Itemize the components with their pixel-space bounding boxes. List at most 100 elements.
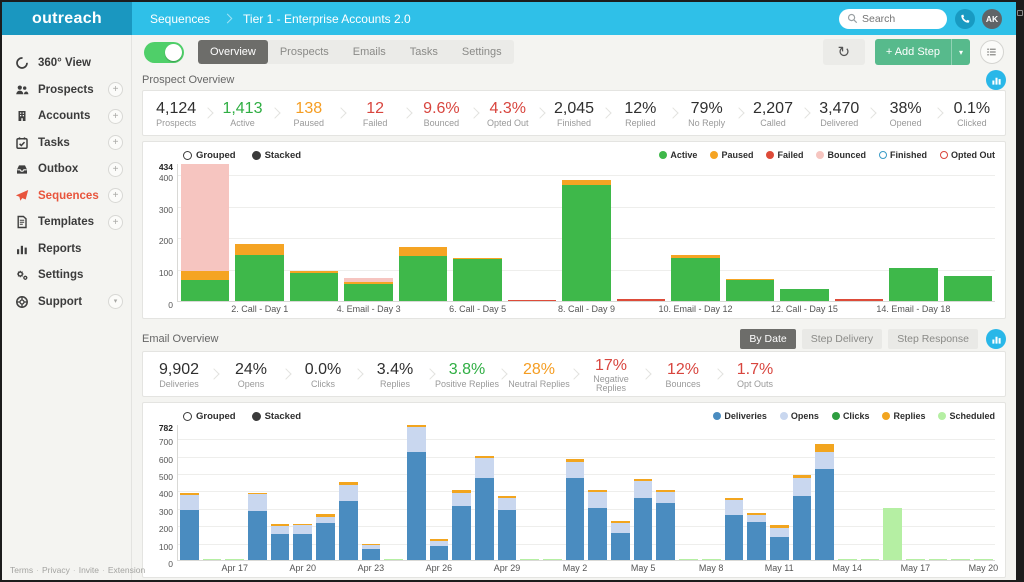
email-chart-legend: Deliveries Opens Clicks Replies Scheduled xyxy=(700,411,995,421)
add-step-caret-icon[interactable]: ▾ xyxy=(958,47,963,57)
legend-item-paused[interactable]: Paused xyxy=(710,150,753,160)
stat-label: Positive Replies xyxy=(435,379,500,389)
sidebar-item-360-view[interactable]: 360° View xyxy=(2,50,131,77)
legend-item-replies[interactable]: Replies xyxy=(882,411,925,421)
bar-segment-replies xyxy=(452,489,471,493)
calendar-check-icon xyxy=(15,136,30,150)
bar-segment-deliveries xyxy=(474,478,494,560)
bar-segment-deliveries xyxy=(747,521,766,560)
sidebar-item-prospects[interactable]: Prospects + xyxy=(2,77,131,104)
bar-segment-opens xyxy=(656,492,676,503)
legend-item-clicks[interactable]: Clicks xyxy=(831,411,869,421)
x-axis-label: 6. Call - Day 5 xyxy=(449,304,507,314)
sidebar-item-support[interactable]: Support ▾ xyxy=(2,289,131,316)
sidebar-add-button[interactable]: + xyxy=(108,214,123,230)
stat-delivered: 3,470 Delivered xyxy=(806,91,872,135)
footer-link-extension[interactable]: Extension xyxy=(107,565,146,575)
sequence-enabled-toggle[interactable] xyxy=(144,41,184,63)
bar-segment-opens xyxy=(248,494,267,511)
bar-segment-deliveries xyxy=(293,533,313,560)
email-chart-toggle-button[interactable] xyxy=(986,329,1006,349)
sidebar-add-button[interactable]: + xyxy=(108,82,123,98)
add-step-button[interactable]: + Add Step ▾ xyxy=(874,39,970,65)
bar-segment-paused xyxy=(344,281,393,284)
gridline xyxy=(178,526,995,528)
footer-link-privacy[interactable]: Privacy xyxy=(41,565,70,575)
stacked-radio[interactable]: Stacked xyxy=(251,411,301,422)
x-axis-label: May 5 xyxy=(630,563,656,573)
prospect-chart-toggle-button[interactable] xyxy=(986,70,1006,90)
view-button-step-response[interactable]: Step Response xyxy=(888,329,978,349)
sidebar-caret-button[interactable]: ▾ xyxy=(108,294,123,310)
bar-segment-scheduled xyxy=(543,559,562,560)
sidebar-item-outbox[interactable]: Outbox + xyxy=(2,156,131,183)
stat-value: 38% xyxy=(889,100,922,117)
bar-segment-deliveries xyxy=(565,478,585,560)
legend-item-opted-out[interactable]: Opted Out xyxy=(940,150,995,160)
view-button-by-date[interactable]: By Date xyxy=(740,329,796,349)
legend-item-bounced[interactable]: Bounced xyxy=(816,150,866,160)
y-axis-label: 600 xyxy=(158,454,173,465)
stat-value: 79% xyxy=(690,100,723,117)
sidebar-item-settings[interactable]: Settings xyxy=(2,262,131,289)
bar-segment-deliveries xyxy=(611,533,630,560)
sequence-toolbar: Overview Prospects Emails Tasks Settings ↻ +… xyxy=(132,35,1016,69)
bar-segment-replies xyxy=(474,455,494,458)
phone-button[interactable] xyxy=(955,8,975,29)
stacked-radio[interactable]: Stacked xyxy=(251,150,301,161)
legend-item-scheduled[interactable]: Scheduled xyxy=(938,411,995,421)
tab-tasks[interactable]: Tasks xyxy=(409,46,438,58)
sidebar-add-button[interactable]: + xyxy=(108,135,123,151)
stat-opened: 38% Opened xyxy=(872,91,938,135)
legend-item-deliveries[interactable]: Deliveries xyxy=(713,411,767,421)
footer-link-invite[interactable]: Invite xyxy=(78,565,100,575)
bar xyxy=(181,163,230,301)
x-axis-label: 14. Email - Day 18 xyxy=(876,304,951,314)
bar-segment-paused xyxy=(725,279,775,281)
list-view-button[interactable] xyxy=(980,40,1004,64)
bar-segment-replies xyxy=(338,482,358,485)
gridline xyxy=(178,439,995,441)
legend-item-finished[interactable]: Finished xyxy=(878,150,927,160)
tab-emails[interactable]: Emails xyxy=(352,46,386,58)
legend-item-failed[interactable]: Failed xyxy=(766,150,803,160)
legend-item-opens[interactable]: Opens xyxy=(779,411,819,421)
view-button-step-delivery[interactable]: Step Delivery xyxy=(801,329,883,349)
edge-grid-icon[interactable] xyxy=(1017,10,1023,16)
sidebar-add-button[interactable]: + xyxy=(108,188,123,204)
stat-label: No Reply xyxy=(688,118,726,128)
grouped-radio[interactable]: Grouped xyxy=(183,150,236,161)
avatar[interactable]: AK xyxy=(982,8,1002,29)
sidebar-add-button[interactable]: + xyxy=(108,161,123,177)
building-icon xyxy=(15,109,30,123)
stat-negative-replies: 17% Negative Replies xyxy=(575,352,647,396)
sidebar-add-button[interactable]: + xyxy=(108,108,123,124)
bar xyxy=(406,425,426,560)
refresh-button[interactable]: ↻ xyxy=(822,39,865,65)
tab-overview[interactable]: Overview xyxy=(198,40,268,64)
bar-segment-opens xyxy=(792,478,812,496)
grouped-radio[interactable]: Grouped xyxy=(183,411,236,422)
logo[interactable]: outreach xyxy=(2,2,132,35)
stat-value: 12 xyxy=(366,100,384,117)
bars-area: Apr 17 Apr 20 Apr 23 Apr 26 Apr 29 May 2 May 5… xyxy=(178,425,998,573)
sidebar-item-tasks[interactable]: Tasks + xyxy=(2,130,131,157)
sidebar-item-reports[interactable]: Reports xyxy=(2,236,131,263)
stat-value: 12% xyxy=(624,100,657,117)
prospect-overview-title: Prospect Overview xyxy=(142,74,235,86)
sidebar-item-accounts[interactable]: Accounts + xyxy=(2,103,131,130)
sidebar-item-templates[interactable]: Templates + xyxy=(2,209,131,236)
footer-link-terms[interactable]: Terms xyxy=(10,565,34,575)
sidebar-item-sequences[interactable]: Sequences + xyxy=(2,183,131,210)
bar-segment-scheduled xyxy=(951,559,971,560)
toolbar-right: ↻ + Add Step ▾ xyxy=(822,39,1004,65)
bar: May 5 xyxy=(631,425,655,573)
tab-settings[interactable]: Settings xyxy=(461,46,502,58)
tab-prospects[interactable]: Prospects xyxy=(279,46,329,58)
email-stats-card: 9,902 Deliveries 24% Opens 0.0% Clicks 3.4% Rep… xyxy=(142,351,1006,397)
nav-section-sequences[interactable]: Sequences xyxy=(150,11,211,26)
gridline xyxy=(178,543,995,545)
search-box[interactable] xyxy=(839,8,947,29)
search-input[interactable] xyxy=(862,12,942,25)
legend-item-active[interactable]: Active xyxy=(659,150,697,160)
